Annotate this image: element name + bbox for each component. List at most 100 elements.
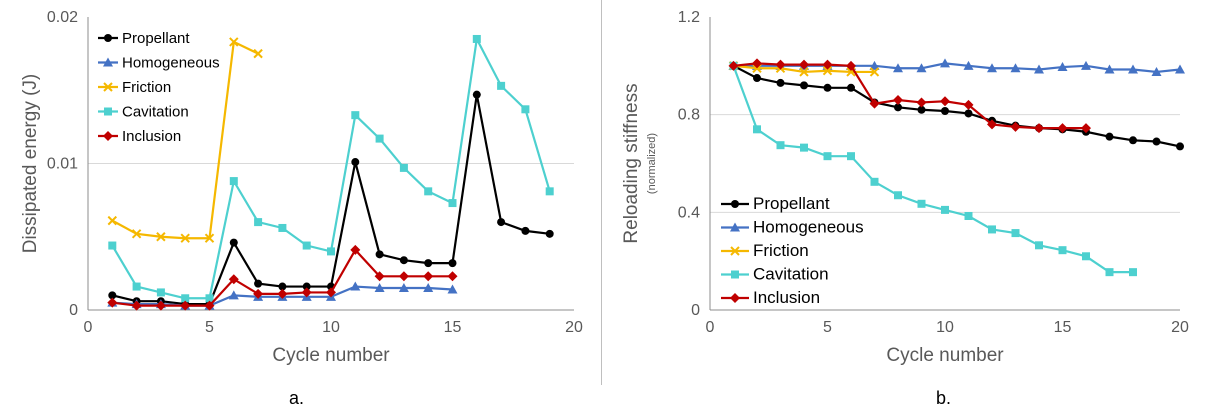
chart-a-legend-label-inclusion: Inclusion bbox=[122, 128, 181, 145]
chart-a-legend-label-friction: Friction bbox=[122, 79, 171, 96]
chart-b-data-point-propellant bbox=[894, 103, 902, 112]
chart-b-series-cavitation bbox=[729, 61, 1137, 277]
chart-b-data-point-homogeneous bbox=[1104, 64, 1115, 74]
chart-b-data-point-inclusion bbox=[916, 97, 927, 108]
chart-b-data-point-inclusion bbox=[775, 59, 786, 70]
chart-a-data-point-cavitation bbox=[472, 34, 481, 43]
chart-a-data-point-cavitation bbox=[521, 105, 530, 114]
chart-a-data-point-propellant bbox=[351, 158, 360, 167]
chart-b-legend-marker-homogeneous bbox=[730, 222, 740, 232]
chart-b-y-tick-label: 0 bbox=[691, 302, 700, 319]
chart-b-legend-marker-cavitation bbox=[731, 270, 739, 279]
chart-b-data-point-inclusion bbox=[846, 60, 856, 71]
chart-b-data-point-propellant bbox=[823, 83, 832, 92]
chart-b-y-axis-title: Reloading stiffness bbox=[621, 83, 642, 243]
chart-b-x-tick-label: 5 bbox=[823, 319, 832, 336]
chart-a-data-point-inclusion bbox=[228, 274, 239, 285]
chart-a-x-axis-title: Cycle number bbox=[272, 345, 390, 366]
chart-b-series-propellant bbox=[729, 61, 1184, 151]
chart-a-data-point-cavitation bbox=[351, 111, 360, 120]
chart-b-data-point-homogeneous bbox=[987, 63, 997, 73]
chart-a-data-point-inclusion bbox=[155, 300, 166, 311]
chart-a-data-point-inclusion bbox=[301, 287, 312, 298]
chart-b-x-tick-label: 20 bbox=[1171, 319, 1189, 336]
chart-b-x-axis-title: Cycle number bbox=[886, 345, 1004, 366]
chart-a-data-point-cavitation bbox=[205, 294, 214, 303]
chart-b-data-point-propellant bbox=[917, 105, 926, 114]
chart-b-data-point-inclusion bbox=[893, 95, 903, 106]
chart-b-data-point-inclusion bbox=[822, 59, 833, 70]
chart-a-data-point-propellant bbox=[448, 259, 457, 268]
chart-b-data-point-propellant bbox=[800, 81, 808, 90]
chart-a-x-tick-label: 0 bbox=[84, 319, 93, 336]
chart-b-y-tick-label: 0.4 bbox=[678, 204, 700, 221]
chart-b-data-point-cavitation bbox=[800, 143, 808, 152]
chart-a-data-point-inclusion bbox=[423, 271, 434, 282]
chart-b-data-point-inclusion bbox=[1010, 121, 1021, 132]
chart-a-data-point-inclusion bbox=[107, 297, 118, 308]
chart-a-legend-marker-cavitation bbox=[104, 107, 112, 116]
chart-b-data-point-propellant bbox=[964, 109, 973, 118]
chart-a-data-point-inclusion bbox=[398, 271, 409, 282]
chart-b-data-point-propellant bbox=[1129, 136, 1137, 145]
chart-a-data-point-cavitation bbox=[156, 288, 165, 297]
chart-b-data-point-homogeneous bbox=[1010, 63, 1021, 73]
chart-b-data-point-cavitation bbox=[894, 191, 902, 200]
chart-a-data-point-homogeneous bbox=[374, 283, 385, 293]
chart-a-data-point-propellant bbox=[108, 291, 117, 300]
chart-a-series-cavitation bbox=[108, 34, 554, 303]
chart-b-data-point-propellant bbox=[1176, 142, 1184, 151]
chart-b-data-point-homogeneous bbox=[893, 63, 903, 73]
chart-b-data-point-cavitation bbox=[753, 125, 761, 134]
chart-b-legend-label-inclusion: Inclusion bbox=[753, 288, 820, 307]
chart-a-data-point-propellant bbox=[302, 282, 311, 291]
chart-a-data-point-cavitation bbox=[229, 177, 238, 186]
chart-b-data-point-cavitation bbox=[847, 152, 855, 161]
chart-a-data-point-inclusion bbox=[277, 288, 288, 299]
chart-a-data-point-cavitation bbox=[132, 282, 141, 291]
chart-b-legend-marker-propellant bbox=[731, 200, 739, 208]
chart-a-data-point-cavitation bbox=[497, 81, 506, 90]
chart-a-data-point-propellant bbox=[254, 279, 263, 288]
chart-b-svg: 0 0.4 0.8 1.2 0 5 10 15 20 Cycle number Reloading … bbox=[621, 9, 1189, 366]
chart-b-data-point-propellant bbox=[941, 107, 949, 116]
chart-a-data-point-propellant bbox=[521, 226, 530, 235]
chart-b-legend: Propellant Homogeneous Friction Cavitation I… bbox=[721, 194, 864, 307]
caption-b: b. bbox=[936, 388, 952, 408]
chart-a-legend-label-propellant: Propellant bbox=[122, 30, 190, 47]
chart-b-data-point-cavitation bbox=[823, 152, 832, 161]
chart-a-data-point-propellant bbox=[545, 229, 554, 238]
chart-a-data-point-inclusion bbox=[447, 271, 458, 282]
chart-b-data-point-inclusion bbox=[752, 58, 762, 69]
panel-divider bbox=[601, 0, 602, 385]
chart-a-legend-label-homogeneous: Homogeneous bbox=[122, 55, 220, 72]
chart-a-data-point-cavitation bbox=[545, 187, 554, 196]
chart-b-data-point-inclusion bbox=[963, 99, 974, 110]
chart-a-x-tick-label: 15 bbox=[444, 319, 462, 336]
chart-a-data-point-friction bbox=[253, 48, 263, 59]
chart-a-series-line-propellant bbox=[112, 94, 550, 306]
chart-b-data-point-homogeneous bbox=[869, 60, 880, 70]
chart-b-data-point-friction bbox=[799, 67, 809, 77]
chart-a-data-point-cavitation bbox=[327, 247, 335, 256]
chart-b-data-point-cavitation bbox=[1058, 246, 1067, 255]
chart-b-y-tick-label: 1.2 bbox=[678, 9, 700, 26]
chart-b-x-tick-label: 10 bbox=[936, 319, 954, 336]
chart-a-legend: Propellant Homogeneous Friction Cavitation I… bbox=[98, 30, 220, 145]
chart-b-data-point-homogeneous bbox=[1034, 64, 1044, 74]
chart-a-data-point-propellant bbox=[472, 90, 481, 99]
chart-a-data-point-propellant bbox=[399, 256, 408, 265]
chart-b-data-point-cavitation bbox=[1105, 268, 1114, 277]
chart-b-series-line-inclusion bbox=[733, 62, 1086, 130]
chart-a-data-point-friction bbox=[107, 215, 118, 226]
chart-a-y-tick-label: 0.02 bbox=[47, 9, 78, 26]
chart-a-data-point-inclusion bbox=[374, 271, 385, 282]
chart-a-data-point-inclusion bbox=[204, 300, 215, 311]
chart-a-legend-marker-homogeneous bbox=[103, 57, 113, 67]
chart-a-data-point-propellant bbox=[375, 250, 384, 259]
chart-b-legend-marker-inclusion bbox=[730, 293, 740, 303]
chart-a-data-point-homogeneous bbox=[228, 290, 239, 300]
chart-b-data-point-propellant bbox=[847, 83, 855, 92]
chart-a-data-point-homogeneous bbox=[350, 281, 361, 291]
chart-a-data-point-cavitation bbox=[448, 199, 457, 208]
